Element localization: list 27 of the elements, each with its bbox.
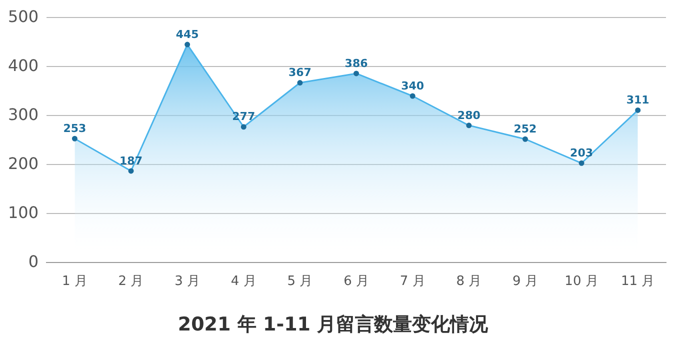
text: 2021 年 1-11 月留言数量变化情况 xyxy=(178,314,490,336)
y-tick-label: 200 xyxy=(8,154,39,173)
data-label: 340 xyxy=(401,79,424,92)
data-label: 386 xyxy=(344,56,368,70)
y-tick-label: 500 xyxy=(8,6,39,26)
y-tick-label: 300 xyxy=(8,104,39,124)
x-tick-label: 11 月 xyxy=(621,274,655,289)
y-tick-label: 100 xyxy=(8,202,39,222)
data-label: 280 xyxy=(457,108,481,122)
data-label: 252 xyxy=(514,122,537,136)
data-label: 311 xyxy=(626,94,650,107)
x-tick-label: 6 月 xyxy=(344,274,369,289)
data-label: 253 xyxy=(63,122,86,135)
x-tick-label: 4 月 xyxy=(230,274,256,289)
x-tick-label: 10 月 xyxy=(564,274,598,289)
data-label: 367 xyxy=(288,66,312,80)
x-tick-label: 3 月 xyxy=(174,274,200,289)
x-tick-label: 9 月 xyxy=(512,274,538,289)
x-tick-label: 1 月 xyxy=(62,274,88,289)
y-tick-label: 0 xyxy=(28,252,39,271)
x-tick-label: 8 月 xyxy=(456,274,482,289)
x-tick-label: 5 月 xyxy=(287,274,313,289)
y-tick-label: 400 xyxy=(8,56,39,75)
x-tick-label: 2 月 xyxy=(118,274,144,289)
data-label: 445 xyxy=(176,28,199,41)
data-label: 203 xyxy=(570,146,594,160)
x-tick-label: 7 月 xyxy=(400,274,426,289)
